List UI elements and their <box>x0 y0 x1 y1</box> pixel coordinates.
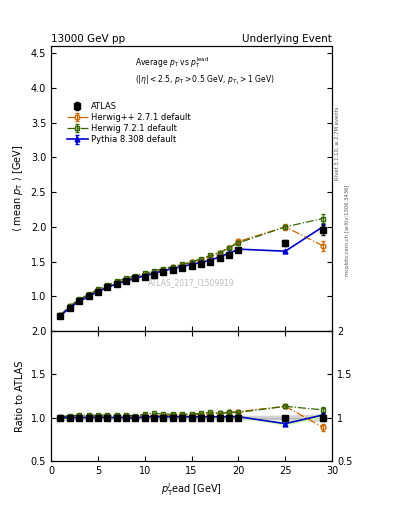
Text: 13000 GeV pp: 13000 GeV pp <box>51 34 125 44</box>
Text: Average $p_\mathrm{T}$ vs $p_\mathrm{T}^\mathrm{lead}$
($|\eta| < 2.5$, $p_\math: Average $p_\mathrm{T}$ vs $p_\mathrm{T}^… <box>136 55 275 87</box>
Y-axis label: $\langle$ mean $p_\mathrm{T}$ $\rangle$ [GeV]: $\langle$ mean $p_\mathrm{T}$ $\rangle$ … <box>11 145 25 232</box>
Text: Rivet 3.1.10, ≥ 2.7M events: Rivet 3.1.10, ≥ 2.7M events <box>335 106 340 180</box>
Text: ATLAS_2017_I1509919: ATLAS_2017_I1509919 <box>148 278 235 287</box>
Text: mcplots.cern.ch [arXiv:1306.3436]: mcplots.cern.ch [arXiv:1306.3436] <box>345 185 350 276</box>
Text: Underlying Event: Underlying Event <box>242 34 332 44</box>
X-axis label: $p_\mathrm{T}^{l}$ead [GeV]: $p_\mathrm{T}^{l}$ead [GeV] <box>161 481 222 498</box>
Y-axis label: Ratio to ATLAS: Ratio to ATLAS <box>15 360 25 432</box>
Legend: ATLAS, Herwig++ 2.7.1 default, Herwig 7.2.1 default, Pythia 8.308 default: ATLAS, Herwig++ 2.7.1 default, Herwig 7.… <box>64 99 194 147</box>
